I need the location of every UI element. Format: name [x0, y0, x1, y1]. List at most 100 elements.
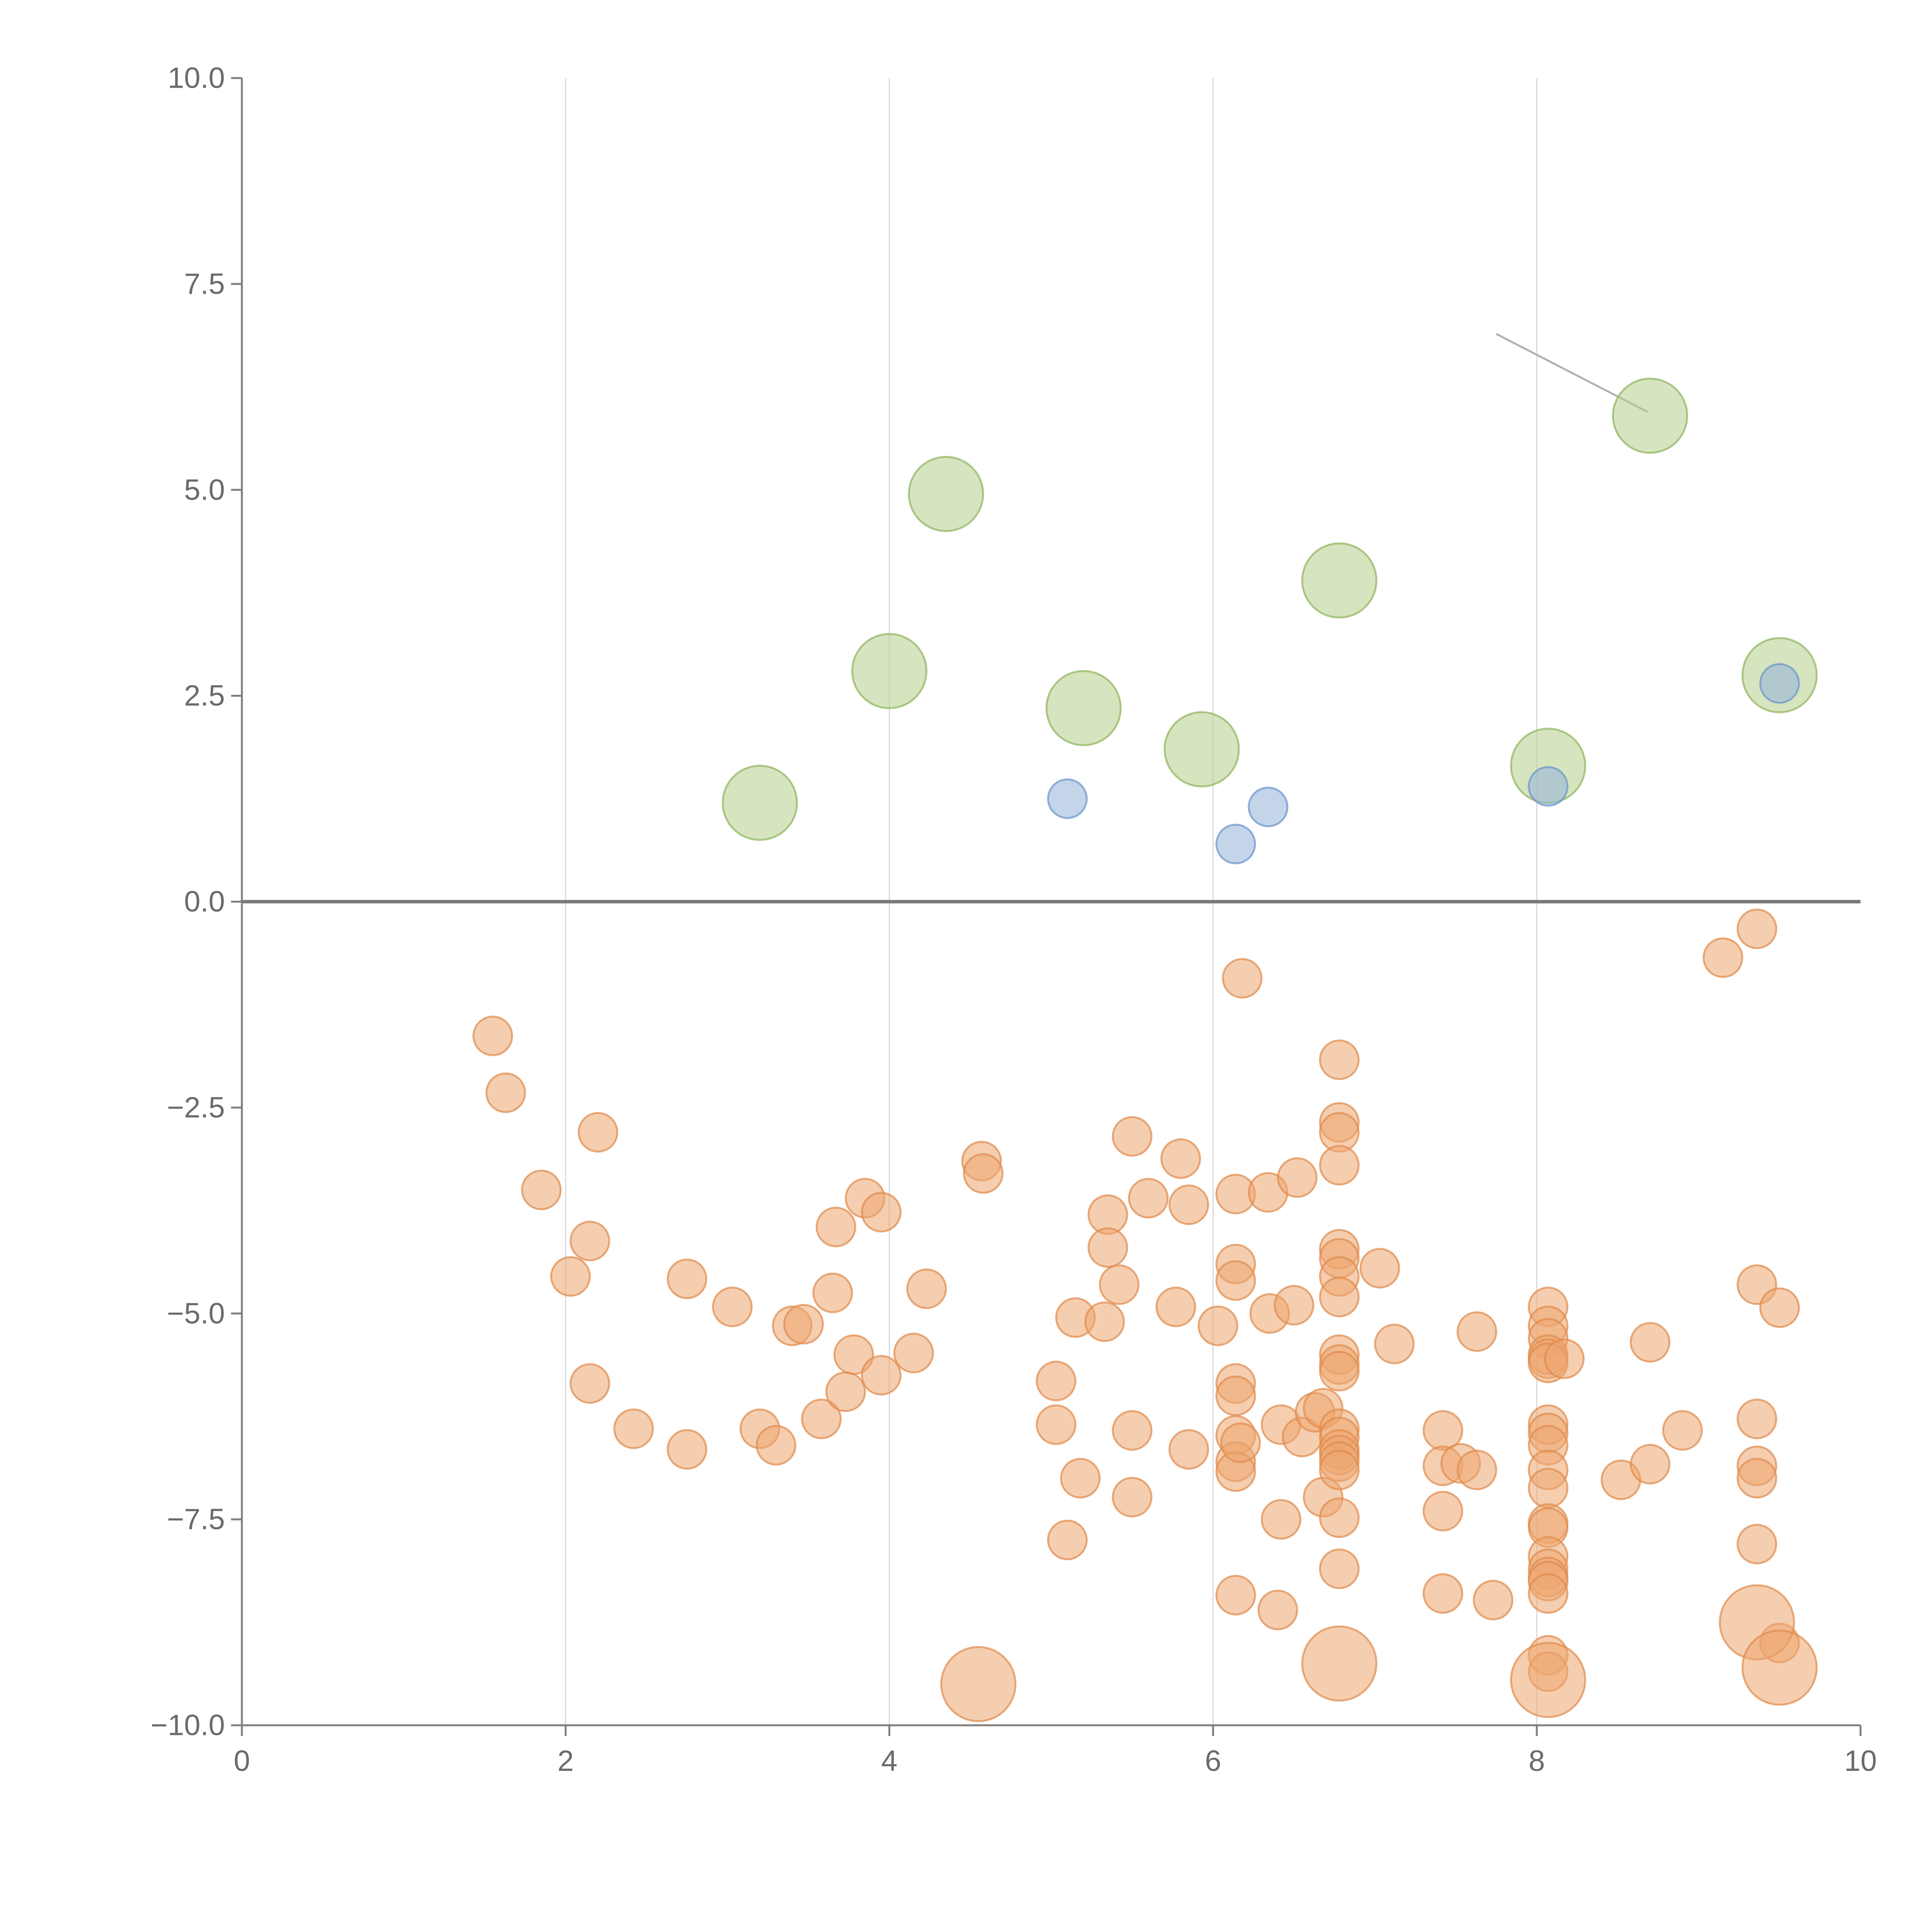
scatter-point-orange	[1319, 1350, 1360, 1391]
scatter-point-orange	[1702, 937, 1743, 978]
scatter-point-orange	[1160, 1138, 1201, 1179]
scatter-point-orange	[1197, 1305, 1238, 1346]
scatter-point-orange	[1128, 1178, 1169, 1219]
scatter-point-orange	[1319, 1449, 1360, 1490]
scatter-point-orange	[1319, 1039, 1360, 1080]
scatter-point-orange	[1319, 1497, 1360, 1538]
y-tick-label: −2.5	[167, 1091, 225, 1124]
scatter-point-orange	[1319, 1277, 1360, 1318]
scatter-point-orange	[825, 1371, 866, 1412]
y-tick-label: −5.0	[167, 1297, 225, 1330]
scatter-point-orange	[1759, 1287, 1800, 1328]
scatter-point-orange	[1544, 1338, 1585, 1379]
scatter-point-orange	[783, 1304, 824, 1345]
scatter-point-orange	[1359, 1248, 1400, 1289]
scatter-point-orange	[963, 1153, 1004, 1194]
scatter-point-orange	[1155, 1286, 1196, 1327]
scatter-point-blue	[1047, 778, 1088, 819]
scatter-point-orange	[570, 1221, 611, 1262]
scatter-point-orange	[1036, 1361, 1077, 1401]
scatter-point-orange	[1473, 1580, 1514, 1621]
scatter-point-orange	[1060, 1458, 1101, 1499]
scatter-point-orange	[472, 1015, 513, 1056]
scatter-point-orange	[812, 1272, 853, 1313]
x-tick-label: 8	[1529, 1745, 1545, 1777]
y-tick-label: −7.5	[167, 1503, 225, 1536]
scatter-point-blue	[1528, 766, 1569, 807]
scatter-point-orange	[1528, 1573, 1569, 1614]
scatter-point-orange	[1319, 1145, 1360, 1186]
scatter-point-orange	[1215, 1575, 1256, 1616]
scatter-point-orange	[1087, 1227, 1128, 1268]
scatter-point-orange	[1112, 1410, 1153, 1451]
scatter-point-orange	[1629, 1444, 1670, 1485]
scatter-point-orange	[861, 1355, 902, 1396]
scatter-point-orange	[1277, 1157, 1318, 1198]
scatter-point-orange	[1422, 1573, 1463, 1614]
scatter-point-orange	[1260, 1499, 1301, 1540]
scatter-point-orange	[485, 1072, 526, 1113]
scatter-point-orange	[906, 1268, 947, 1309]
scatter-point-orange	[578, 1112, 619, 1153]
scatter-point-blue	[1248, 786, 1289, 827]
scatter-point-green	[721, 765, 798, 841]
scatter-point-orange	[1257, 1590, 1298, 1631]
scatter-point-orange-large	[1301, 1625, 1378, 1702]
x-tick-label: 2	[558, 1745, 574, 1777]
scatter-point-orange	[712, 1286, 753, 1327]
scatter-point-blue	[1215, 823, 1256, 864]
scatter-point-orange	[1215, 1375, 1256, 1416]
scatter-point-orange	[1274, 1285, 1315, 1326]
x-tick-label: 10	[1844, 1745, 1877, 1777]
scatter-point-orange-large	[940, 1646, 1017, 1722]
scatter-point-orange	[1168, 1429, 1209, 1470]
scatter-point-orange	[667, 1259, 707, 1299]
scatter-point-orange	[1736, 908, 1777, 949]
y-tick-label: 7.5	[184, 267, 225, 300]
y-tick-label: −10.0	[151, 1709, 225, 1742]
scatter-point-orange	[1220, 1422, 1261, 1463]
scatter-point-orange-large	[1742, 1629, 1818, 1706]
scatter-point-orange	[521, 1170, 562, 1211]
scatter-point-orange	[861, 1192, 902, 1233]
scatter-point-green	[1612, 378, 1688, 454]
scatter-point-orange-large	[1510, 1642, 1587, 1718]
scatter-point-green	[1045, 670, 1122, 747]
scatter-point-orange	[1084, 1301, 1125, 1342]
scatter-point-orange	[1456, 1449, 1497, 1490]
scatter-point-orange	[1528, 1468, 1569, 1509]
scatter-point-orange	[1629, 1322, 1670, 1363]
scatter-point-orange	[893, 1333, 934, 1374]
scatter-point-orange	[1319, 1548, 1360, 1589]
x-tick-label: 6	[1205, 1745, 1221, 1777]
y-tick-label: 2.5	[184, 679, 225, 712]
scatter-point-orange	[1222, 958, 1263, 999]
y-tick-label: 5.0	[184, 473, 225, 506]
scatter-point-orange	[570, 1363, 611, 1404]
scatter-point-orange	[1422, 1491, 1463, 1532]
scatter-point-orange	[1112, 1116, 1153, 1157]
scatter-point-orange	[667, 1429, 707, 1470]
scatter-point-orange	[613, 1408, 654, 1449]
scatter-point-orange	[1662, 1410, 1703, 1451]
x-tick-label: 0	[234, 1745, 250, 1777]
scatter-point-orange	[1112, 1477, 1153, 1518]
scatter-point-orange	[1736, 1524, 1777, 1565]
scatter-point-orange	[833, 1334, 874, 1375]
scatter-point-green	[908, 456, 984, 532]
scatter-point-orange	[755, 1425, 796, 1466]
scatter-point-orange	[550, 1256, 591, 1297]
scatter-point-green	[1301, 542, 1378, 619]
y-tick-label: 10.0	[168, 62, 225, 95]
scatter-point-orange	[1047, 1519, 1088, 1560]
scatter-point-orange	[1036, 1404, 1077, 1445]
scatter-point-orange	[801, 1398, 842, 1439]
scatter-point-orange	[1374, 1323, 1415, 1364]
scatter-point-orange	[1099, 1264, 1139, 1305]
x-tick-label: 4	[881, 1745, 897, 1777]
scatter-point-blue	[1759, 663, 1800, 704]
scatter-point-green	[851, 633, 928, 709]
scatter-point-green	[1163, 711, 1240, 787]
